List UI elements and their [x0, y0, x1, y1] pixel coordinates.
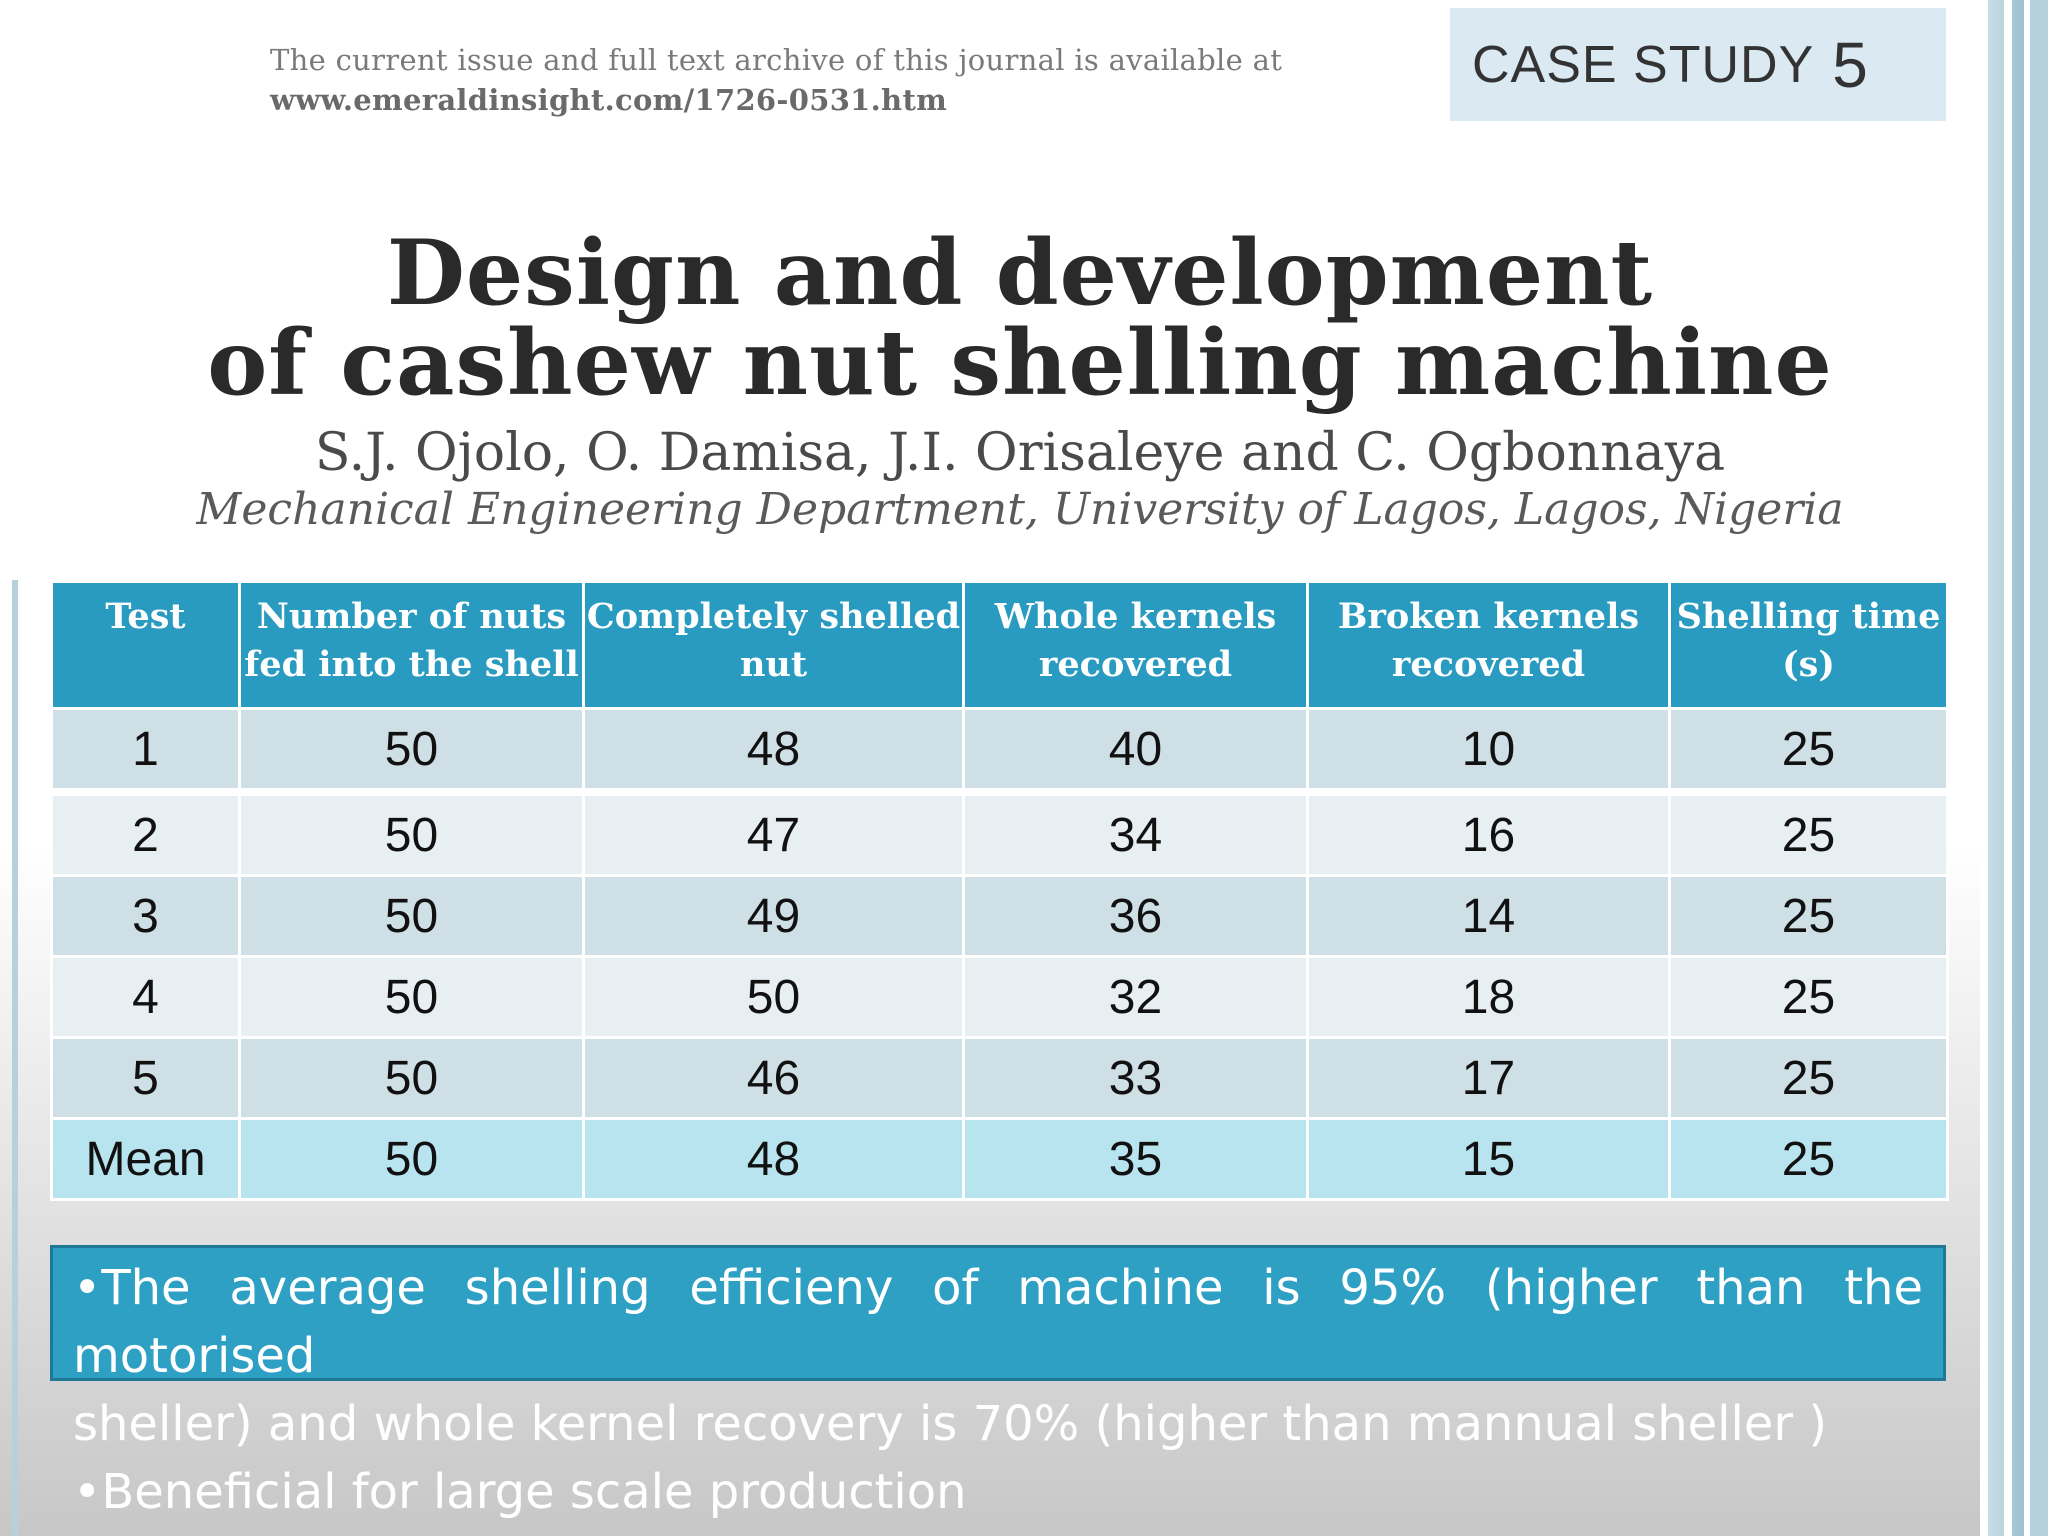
- summary-box: •The average shelling efficieny of machi…: [50, 1245, 1946, 1520]
- case-study-number: 5: [1832, 28, 1868, 101]
- journal-url: www.emeraldinsight.com/1726-0531.htm: [270, 83, 948, 117]
- case-study-badge: CASE STUDY 5: [1450, 8, 1946, 121]
- table-cell: 32: [962, 955, 1309, 1039]
- table-cell: 5: [50, 1036, 241, 1120]
- table-cell: 1: [50, 707, 241, 794]
- table-cell: 34: [962, 788, 1309, 877]
- table-cell: 40: [962, 707, 1309, 794]
- table-cell: 25: [1668, 788, 1949, 877]
- paper-affiliation: Mechanical Engineering Department, Unive…: [196, 484, 1844, 535]
- paper-authors: S.J. Ojolo, O. Damisa, J.I. Orisaleye an…: [314, 423, 1726, 483]
- summary-line3: •Beneficial for large scale production: [73, 1464, 967, 1520]
- table-cell: 36: [962, 874, 1309, 958]
- table-header-row: Test Number of nuts fed into the shell Co…: [50, 580, 1949, 710]
- table-row: 1 50 48 40 10 25: [50, 707, 1949, 794]
- table-cell: 49: [582, 874, 965, 958]
- table-row-mean: Mean 50 48 35 15 25: [50, 1117, 1949, 1201]
- header-number-of-nuts: Number of nuts fed into the shell: [238, 580, 585, 710]
- summary-line1: •The average shelling efficieny of machi…: [73, 1260, 1923, 1384]
- table-cell: 25: [1668, 1117, 1949, 1201]
- table-cell: 35: [962, 1117, 1309, 1201]
- table-cell: 48: [582, 1117, 965, 1201]
- table-row: 2 50 47 34 16 25: [50, 788, 1949, 877]
- table-cell: 46: [582, 1036, 965, 1120]
- table-cell: 50: [582, 955, 965, 1039]
- header-completely-shelled: Completely shelled nut: [582, 580, 965, 710]
- table-cell: 18: [1306, 955, 1671, 1039]
- table-cell: 50: [238, 1036, 585, 1120]
- table-cell: 50: [238, 1117, 585, 1201]
- table-cell: 15: [1306, 1117, 1671, 1201]
- table-cell: 47: [582, 788, 965, 877]
- availability-line: The current issue and full text archive …: [270, 43, 1283, 77]
- left-edge-decoration: [12, 580, 18, 1536]
- right-edge-decoration: [1980, 0, 2048, 1536]
- table-cell: 50: [238, 955, 585, 1039]
- header-shelling-time: Shelling time (s): [1668, 580, 1949, 710]
- summary-line2: sheller) and whole kernel recovery is 70…: [73, 1396, 1828, 1452]
- paper-title-line1: Design and development: [386, 220, 1654, 326]
- table-row: 4 50 50 32 18 25: [50, 955, 1949, 1039]
- case-study-label: CASE STUDY: [1472, 35, 1815, 94]
- table-cell: 25: [1668, 1036, 1949, 1120]
- header-whole-kernels: Whole kernels recovered: [962, 580, 1309, 710]
- table-cell: 25: [1668, 874, 1949, 958]
- table-cell: 10: [1306, 707, 1671, 794]
- table-row: 5 50 46 33 17 25: [50, 1036, 1949, 1120]
- table-cell: 50: [238, 788, 585, 877]
- table-cell: 50: [238, 707, 585, 794]
- header-test: Test: [50, 580, 241, 710]
- table-cell: 2: [50, 788, 241, 877]
- paper-title-line2: of cashew nut shelling machine: [207, 310, 1833, 416]
- table-cell: 17: [1306, 1036, 1671, 1120]
- table-cell: 16: [1306, 788, 1671, 877]
- journal-availability-note: The current issue and full text archive …: [270, 40, 1410, 120]
- table-cell: 14: [1306, 874, 1671, 958]
- table-cell: 50: [238, 874, 585, 958]
- paper-title: Design and development of cashew nut she…: [80, 228, 1960, 408]
- table-cell: Mean: [50, 1117, 241, 1201]
- table-cell: 25: [1668, 955, 1949, 1039]
- table-cell: 33: [962, 1036, 1309, 1120]
- header-broken-kernels: Broken kernels recovered: [1306, 580, 1671, 710]
- table-cell: 3: [50, 874, 241, 958]
- results-table: Test Number of nuts fed into the shell Co…: [50, 580, 1949, 1201]
- table-row: 3 50 49 36 14 25: [50, 874, 1949, 958]
- table-cell: 48: [582, 707, 965, 794]
- table-cell: 4: [50, 955, 241, 1039]
- table-cell: 25: [1668, 707, 1949, 794]
